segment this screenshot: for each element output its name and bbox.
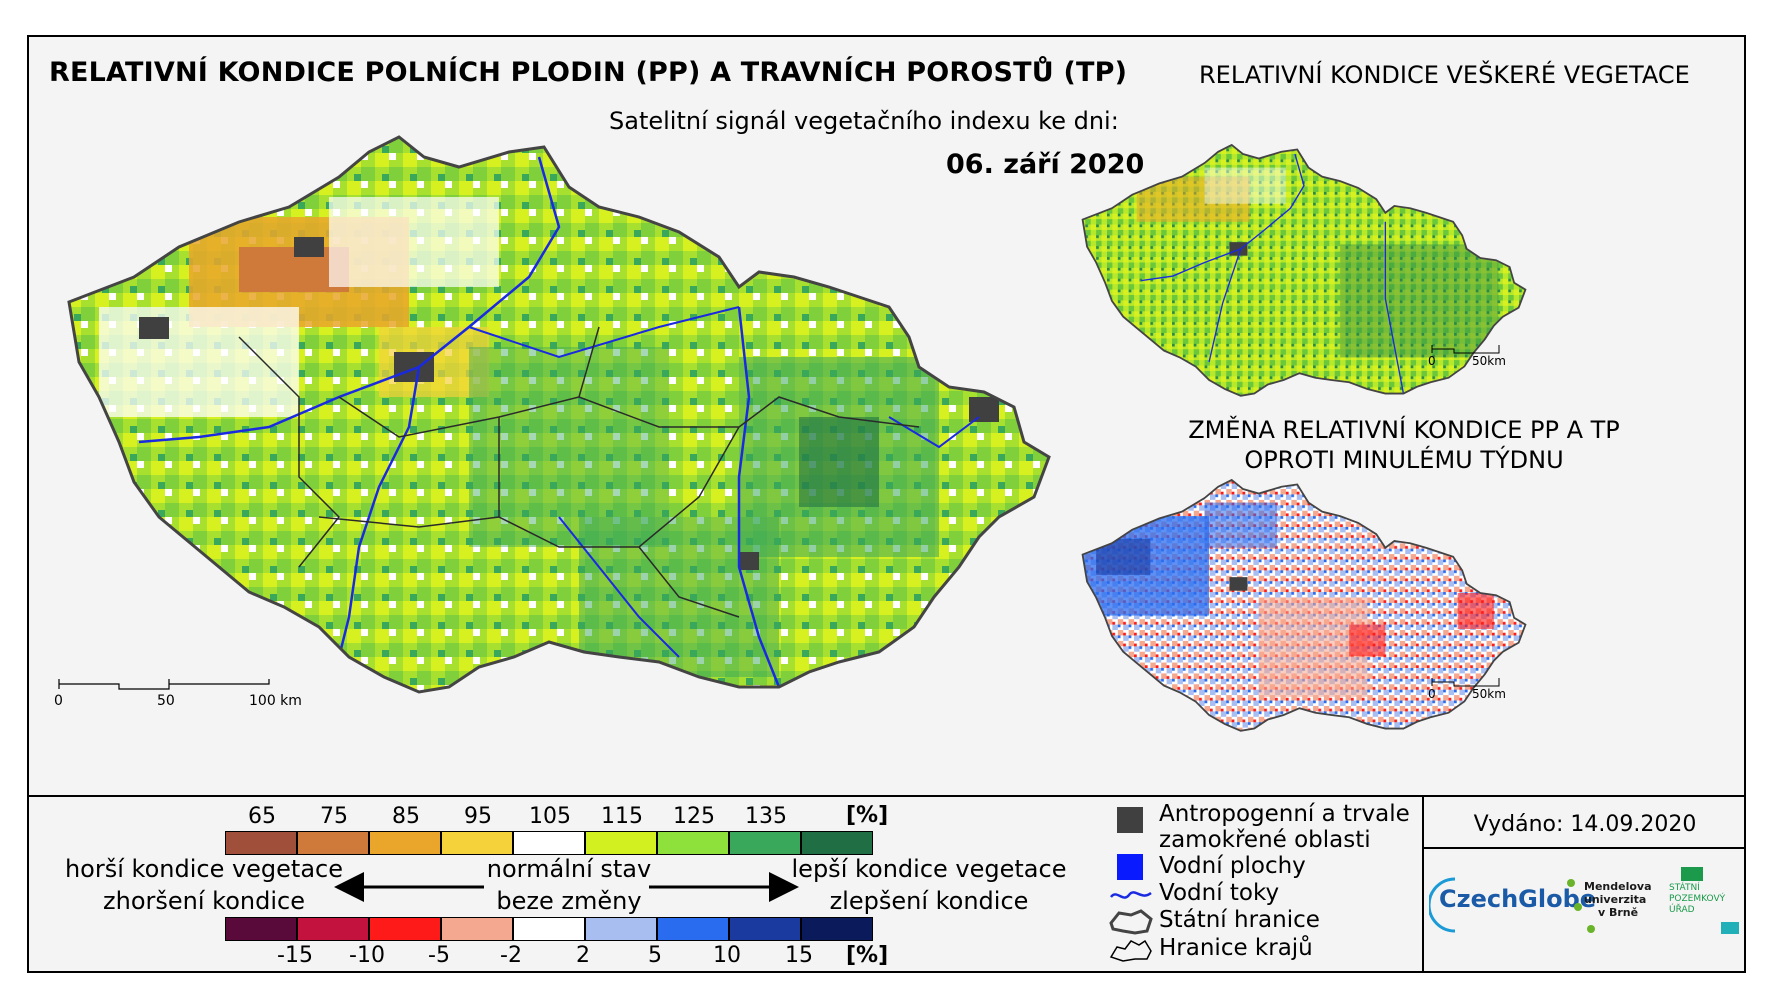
water-body-icon xyxy=(1117,854,1143,880)
change-swatch xyxy=(585,917,657,941)
change-tick: 2 xyxy=(576,943,590,968)
change-swatch xyxy=(513,917,585,941)
issued-separator xyxy=(1422,795,1424,973)
cond-swatch xyxy=(801,831,873,855)
spu-line: POZEMKOVÝ xyxy=(1669,894,1726,904)
legend-separator xyxy=(29,795,1744,797)
change-swatch xyxy=(657,917,729,941)
anthropogenic-area-icon xyxy=(1117,807,1143,833)
rivers-label: Vodní toky xyxy=(1159,880,1280,906)
normal-state-label: normální stav xyxy=(486,855,652,883)
mendelu-dot-icon xyxy=(1587,925,1595,933)
spu-accent-icon xyxy=(1721,922,1739,934)
issued-date: Vydáno: 14.09.2020 xyxy=(1473,812,1697,837)
worse-condition-label: horší kondice vegetace xyxy=(64,855,344,883)
change-tick: 15 xyxy=(785,943,813,968)
change-scale-bar: 0 50km xyxy=(1428,678,1506,700)
change-map xyxy=(1081,479,1527,732)
main-scale-bar: 0 50 100 km xyxy=(54,679,302,709)
improvement-label: zlepšení kondice xyxy=(829,887,1029,915)
veg-scale-bar: 0 50km xyxy=(1428,345,1506,367)
cond-swatch xyxy=(369,831,441,855)
change-tick: -10 xyxy=(349,943,385,968)
main-title: RELATIVNÍ KONDICE POLNÍCH PLODIN (PP) A … xyxy=(49,57,1128,88)
cond-swatch xyxy=(585,831,657,855)
cond-swatch xyxy=(513,831,585,855)
worsening-label: zhoršení kondice xyxy=(103,887,305,915)
mendelu-dot-icon xyxy=(1574,903,1582,911)
change-swatch xyxy=(801,917,873,941)
czechglobe-logo-icon xyxy=(1429,877,1456,933)
water-bodies-label: Vodní plochy xyxy=(1159,853,1306,879)
cond-tick: 115 xyxy=(601,804,643,829)
left-arrow-icon xyxy=(334,872,484,902)
change-tick: -15 xyxy=(277,943,313,968)
spu-line: STÁTNÍ xyxy=(1669,883,1700,893)
mendelu-line: univerzita xyxy=(1584,893,1647,906)
cond-swatch xyxy=(441,831,513,855)
veg-scale-0: 0 xyxy=(1428,354,1436,367)
subtitle: Satelitní signál vegetačního indexu ke d… xyxy=(609,107,1119,135)
change-scale-50: 50km xyxy=(1472,687,1506,700)
all-vegetation-title: RELATIVNÍ KONDICE VEŠKERÉ VEGETACE xyxy=(1199,61,1690,89)
czechglobe-logo: CzechGlobe xyxy=(1439,885,1597,913)
state-border-label: Státní hranice xyxy=(1159,907,1320,933)
spu-logo: STÁTNÍ POZEMKOVÝ ÚŘAD xyxy=(1669,883,1725,916)
mendelu-line: Mendelova xyxy=(1584,880,1652,893)
cond-tick: 125 xyxy=(673,804,715,829)
change-unit: [%] xyxy=(846,943,889,968)
change-swatch xyxy=(297,917,369,941)
main-condition-map: 0 50 100 km xyxy=(54,135,1051,709)
cond-swatch xyxy=(225,831,297,855)
all-vegetation-map xyxy=(1081,144,1527,397)
anthropogenic-label: Antropogenní a trvale zamokřené oblasti xyxy=(1159,801,1410,853)
veg-scale-50: 50km xyxy=(1472,354,1506,367)
cond-tick: 105 xyxy=(529,804,571,829)
change-scale-0: 0 xyxy=(1428,687,1436,700)
cond-tick: 95 xyxy=(464,804,492,829)
right-arrow-icon xyxy=(649,872,799,902)
spu-line: ÚŘAD xyxy=(1669,905,1695,915)
region-border-label: Hranice krajů xyxy=(1159,935,1313,961)
cond-tick: 75 xyxy=(320,804,348,829)
cond-tick: 65 xyxy=(248,804,276,829)
spu-logo-icon xyxy=(1681,867,1703,881)
change-title-line1: ZMĚNA RELATIVNÍ KONDICE PP A TP xyxy=(1188,416,1620,444)
change-title-line2: OPROTI MINULÉMU TÝDNU xyxy=(1244,446,1564,474)
no-change-label: beze změny xyxy=(496,887,642,915)
change-title: ZMĚNA RELATIVNÍ KONDICE PP A TP OPROTI M… xyxy=(1174,415,1634,475)
change-tick: 10 xyxy=(713,943,741,968)
scale-label-0: 0 xyxy=(54,693,63,709)
change-tick: -5 xyxy=(428,943,450,968)
region-border-icon xyxy=(1109,939,1152,962)
better-condition-label: lepší kondice vegetace xyxy=(791,855,1067,883)
date-label: 06. září 2020 xyxy=(946,149,1145,180)
cond-unit: [%] xyxy=(846,803,889,828)
scale-label-100: 100 km xyxy=(249,693,302,709)
cond-tick: 85 xyxy=(392,804,420,829)
change-swatch xyxy=(729,917,801,941)
change-tick: -2 xyxy=(500,943,522,968)
logo-separator xyxy=(1424,847,1744,849)
change-swatch xyxy=(441,917,513,941)
mendelu-line: v Brně xyxy=(1598,906,1639,919)
cond-swatch xyxy=(297,831,369,855)
cond-tick: 135 xyxy=(745,804,787,829)
cond-swatch xyxy=(657,831,729,855)
change-tick: 5 xyxy=(648,943,662,968)
cond-swatch xyxy=(729,831,801,855)
state-border-icon xyxy=(1109,909,1153,935)
change-swatch xyxy=(225,917,297,941)
river-line-icon xyxy=(1110,891,1152,899)
map-frame: RELATIVNÍ KONDICE POLNÍCH PLODIN (PP) A … xyxy=(27,35,1746,973)
scale-label-50: 50 xyxy=(157,693,175,709)
change-swatch xyxy=(369,917,441,941)
mendelu-dot-icon xyxy=(1567,879,1575,887)
mendelu-logo: Mendelova univerzita v Brně xyxy=(1584,880,1652,919)
